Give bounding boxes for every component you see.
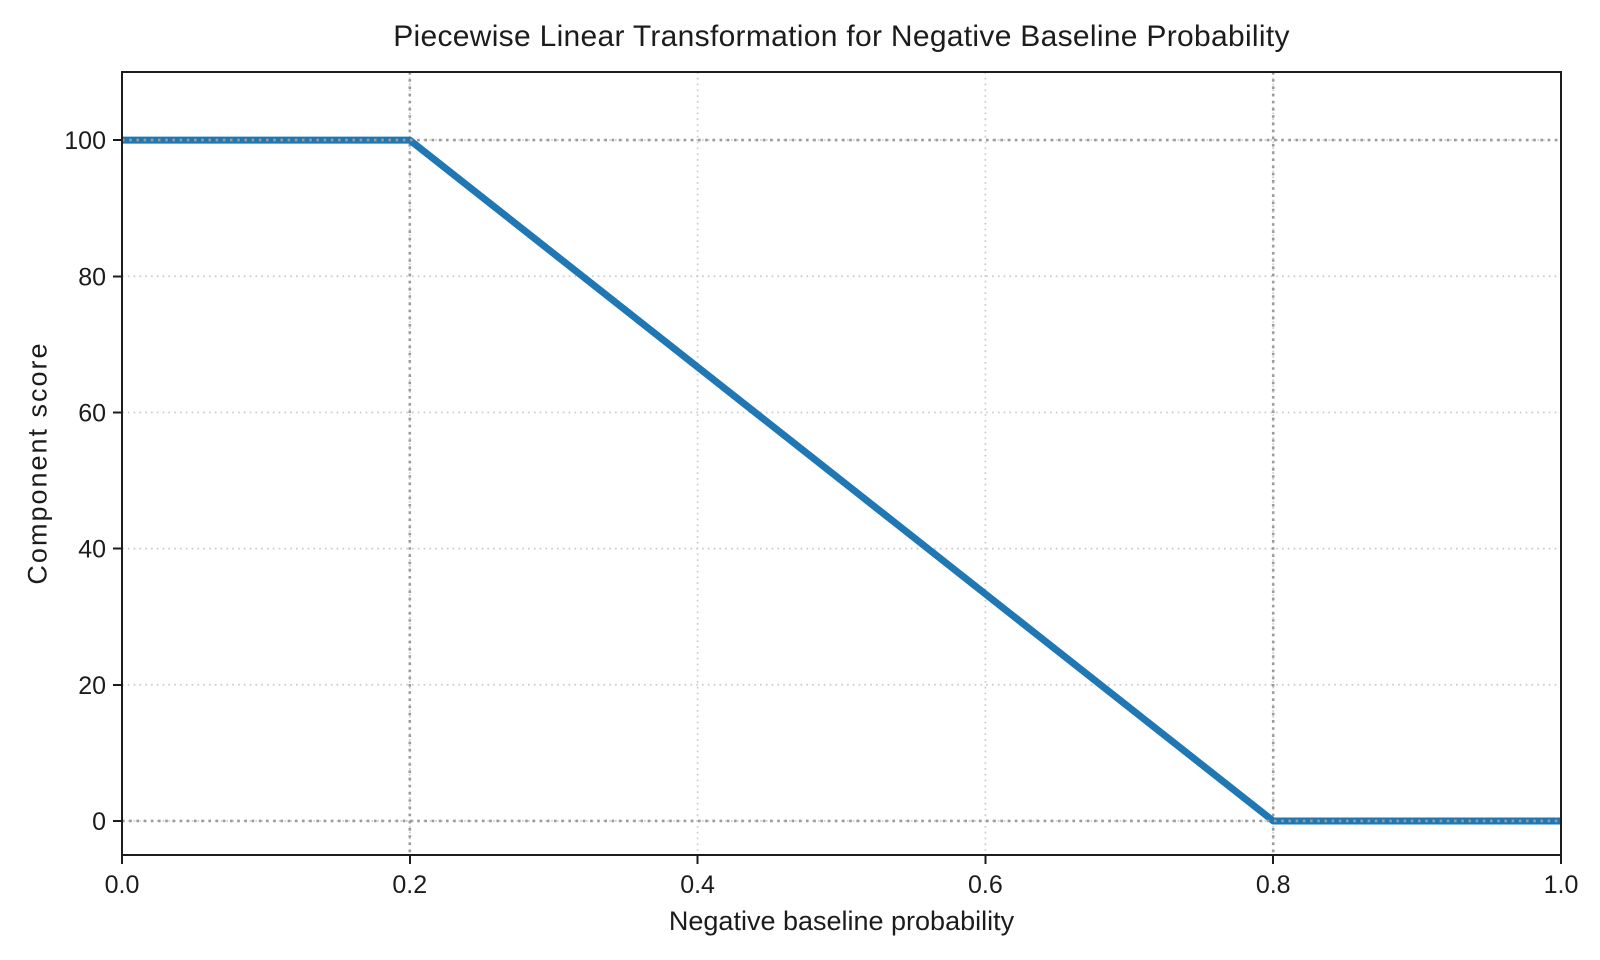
x-tick-label-0.6: 0.6 <box>968 871 1003 899</box>
x-tick-label-0.4: 0.4 <box>680 871 715 899</box>
x-axis-label: Negative baseline probability <box>668 906 1015 936</box>
tick-labels: 0.0 0.2 0.4 0.6 0.8 1.0 0 20 40 60 80 100 <box>64 127 1578 899</box>
horizontal-reference-lines <box>122 138 1561 823</box>
x-tick-label-0.8: 0.8 <box>1256 871 1291 899</box>
series-line-0 <box>122 136 1561 825</box>
tick-marks <box>113 139 1562 864</box>
vertical-reference-lines <box>408 72 1275 855</box>
y-tick-label-60: 60 <box>78 399 106 427</box>
y-tick-label-40: 40 <box>78 536 106 564</box>
x-tick-label-0.0: 0.0 <box>105 871 140 899</box>
y-tick-label-0: 0 <box>92 808 106 836</box>
y-tick-label-80: 80 <box>78 263 106 291</box>
x-tick-label-1.0: 1.0 <box>1544 871 1579 899</box>
y-tick-label-100: 100 <box>64 127 106 155</box>
x-tick-label-0.2: 0.2 <box>392 871 427 899</box>
grid-lines <box>122 72 1561 855</box>
plot-border <box>121 71 1562 856</box>
chart-title: Piecewise Linear Transformation for Nega… <box>393 20 1290 53</box>
y-tick-label-20: 20 <box>78 672 106 700</box>
y-axis-label: Component score <box>22 341 53 585</box>
